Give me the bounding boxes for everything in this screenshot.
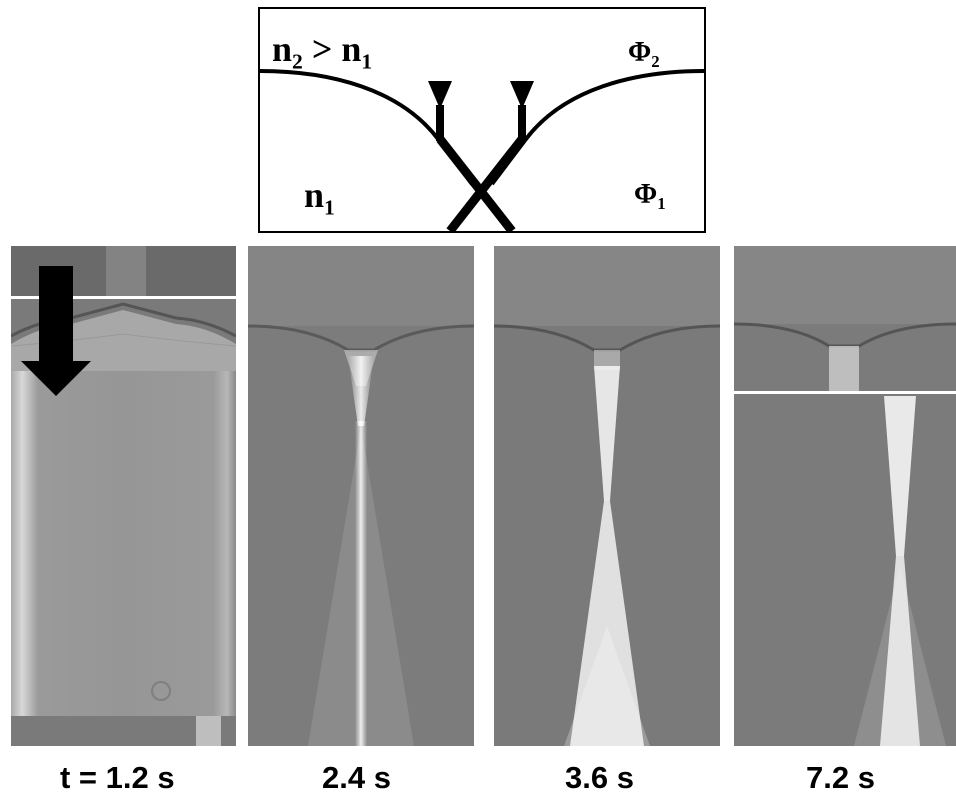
image-panel-2 bbox=[248, 246, 474, 746]
label-n1: n1 bbox=[304, 175, 335, 220]
label-phi1: Φ1 bbox=[634, 179, 666, 213]
interface-curve-left bbox=[260, 69, 474, 186]
interface-schematic: n2 > n1 n1 Φ2 Φ1 bbox=[258, 7, 706, 233]
panel-4-caption: 7.2 s bbox=[806, 760, 875, 795]
image-panel-1 bbox=[11, 246, 236, 746]
panel-2-caption: 2.4 s bbox=[322, 760, 391, 795]
panel-3-caption: 3.6 s bbox=[565, 760, 634, 795]
image-panel-4 bbox=[734, 246, 956, 746]
interface-curve-right bbox=[490, 69, 704, 186]
motion-arrow-icon bbox=[21, 266, 91, 396]
schematic-drawing bbox=[260, 69, 704, 231]
beam-right bbox=[446, 136, 526, 231]
left-beam-arrow-icon bbox=[428, 81, 452, 141]
image-panel-3 bbox=[494, 246, 720, 746]
panel-1-caption: t = 1.2 s bbox=[60, 760, 175, 795]
beam-left bbox=[436, 136, 516, 231]
label-refractive-inequality: n2 > n1 bbox=[272, 29, 373, 74]
label-phi2: Φ2 bbox=[628, 37, 660, 71]
right-beam-arrow-icon bbox=[510, 81, 534, 141]
